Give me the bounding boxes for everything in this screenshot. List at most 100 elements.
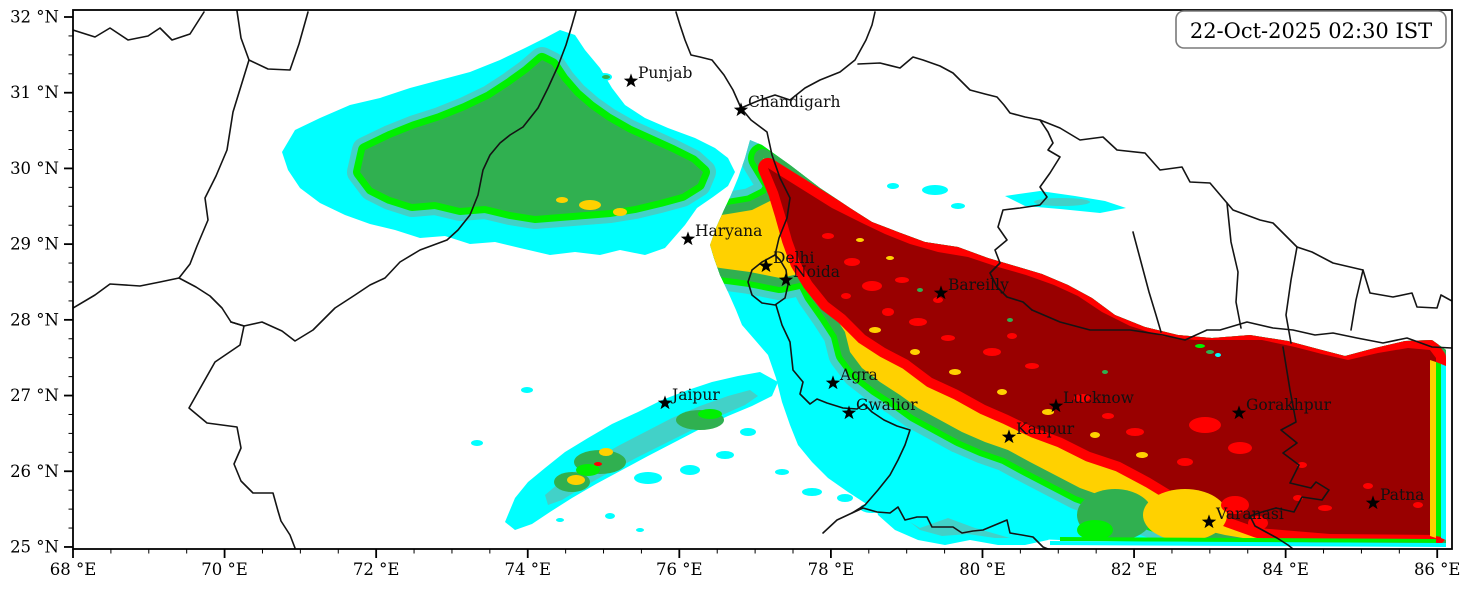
boundary-line-20 <box>822 506 1049 549</box>
city-label-patna: Patna <box>1380 486 1424 504</box>
boundary-line-4 <box>188 321 296 549</box>
y-tick-label: 31 °N <box>10 83 59 102</box>
star-icon <box>1201 514 1217 529</box>
timestamp-border <box>1175 10 1447 49</box>
contour-region-96 <box>1007 318 1013 322</box>
contour-region-31 <box>680 465 700 475</box>
boundary-line-13 <box>1285 246 1298 344</box>
contour-region-99 <box>1195 344 1205 348</box>
y-axis-labels: 32 °N 31 °N 30 °N 29 °N 28 °N 27 °N 26 °N 25 °N <box>10 8 59 557</box>
contour-region-43 <box>775 469 789 475</box>
contour-region-10 <box>922 185 948 195</box>
contour-region-9 <box>887 183 899 189</box>
city-label-chandigarh: Chandigarh <box>748 93 841 111</box>
city-label-kanpur: Kanpur <box>1016 420 1075 438</box>
contour-region-73 <box>1007 333 1017 339</box>
contour-region-67 <box>895 277 909 283</box>
contour-region-18 <box>605 513 615 519</box>
city-label-varanasi: Varanasi <box>1215 505 1284 523</box>
city-label-jaipur: Jaipur <box>670 386 720 404</box>
contour-region-15 <box>471 440 483 446</box>
contour-region-103 <box>1441 364 1446 540</box>
y-tick-label: 28 °N <box>10 310 59 329</box>
boundary-line-17 <box>740 107 791 256</box>
contour-region-60 <box>1143 489 1227 541</box>
contour-overlay <box>282 30 1446 547</box>
contour-region-68 <box>882 308 894 316</box>
contour-region-13 <box>1034 198 1090 206</box>
contour-region-88 <box>949 369 961 375</box>
star-icon <box>1365 495 1381 510</box>
timestamp-text: 22-Oct-2025 02:30 IST <box>1190 19 1432 43</box>
city-label-gwalior: Gwalior <box>856 396 918 414</box>
contour-region-85 <box>1413 502 1423 508</box>
contour-region-61 <box>1221 496 1249 514</box>
boundary-line-15 <box>1275 346 1330 513</box>
contour-region-98 <box>1206 350 1214 354</box>
contour-region-27 <box>567 475 585 485</box>
contour-region-90 <box>1042 409 1054 415</box>
city-noida: Noida <box>778 263 840 287</box>
x-axis-labels: 68 °E 70 °E 72 °E 74 °E 76 °E 78 °E 80 °E 82 °E… <box>50 560 1461 579</box>
city-label-gorakhpur: Gorakhpur <box>1246 396 1332 414</box>
contour-region-95 <box>917 288 923 292</box>
contour-region-30 <box>634 472 662 484</box>
contour-region-65 <box>862 281 882 291</box>
contour-region-63 <box>822 233 834 239</box>
contour-region-3 <box>360 60 703 216</box>
star-icon <box>623 73 639 88</box>
contour-region-79 <box>1189 417 1221 433</box>
contour-region-104 <box>1060 537 1436 543</box>
city-label-punjab: Punjab <box>638 64 692 82</box>
contour-region-57 <box>768 168 1436 535</box>
contour-region-39 <box>802 488 822 496</box>
x-tick-label: 84 °E <box>1262 560 1309 579</box>
y-tick-label: 25 °N <box>10 537 59 556</box>
x-tick-label: 68 °E <box>50 560 97 579</box>
contour-region-91 <box>1090 432 1100 438</box>
x-tick-label: 70 °E <box>201 560 248 579</box>
contour-region-89 <box>997 389 1007 395</box>
city-jaipur: Jaipur <box>657 386 720 410</box>
city-label-agra: Agra <box>839 366 878 384</box>
city-punjab: Punjab <box>623 64 692 88</box>
city-bareilly: Bareilly <box>933 276 1009 300</box>
x-tick-label: 72 °E <box>353 560 400 579</box>
contour-region-8 <box>602 75 610 79</box>
city-lucknow: Lucknow <box>1048 389 1135 413</box>
boundary-line-11 <box>1132 231 1162 333</box>
star-icon <box>778 272 794 287</box>
contour-region-24 <box>576 464 600 476</box>
boundary-line-1 <box>236 10 309 71</box>
contour-region-4 <box>579 200 601 210</box>
contour-region-87 <box>910 349 920 355</box>
contour-region-92 <box>1136 452 1148 458</box>
contour-region-70 <box>933 297 943 303</box>
contour-region-32 <box>716 451 734 459</box>
star-icon <box>758 258 774 273</box>
contour-region-11 <box>951 203 965 209</box>
city-gorakhpur: Gorakhpur <box>1231 396 1332 420</box>
contour-region-19 <box>636 528 644 532</box>
plot-frame <box>72 9 1453 550</box>
city-delhi: Delhi <box>758 249 815 273</box>
boundary-line-8 <box>857 56 1061 311</box>
y-tick-label: 27 °N <box>10 386 59 405</box>
contour-region-83 <box>1297 462 1307 468</box>
contour-region-69 <box>909 318 927 326</box>
contour-region-26 <box>698 409 722 419</box>
x-tick-label: 76 °E <box>656 560 703 579</box>
contour-region-6 <box>556 197 568 203</box>
boundary-line-0 <box>73 11 205 41</box>
contour-region-29 <box>594 462 602 466</box>
contour-region-100 <box>1215 353 1221 357</box>
contour-region-77 <box>1126 428 1144 436</box>
city-label-bareilly: Bareilly <box>948 276 1009 294</box>
star-icon <box>1001 429 1017 444</box>
contour-region-97 <box>1102 370 1108 374</box>
city-patna: Patna <box>1365 486 1424 510</box>
contour-region-64 <box>844 258 860 266</box>
boundary-line-2 <box>178 59 250 323</box>
